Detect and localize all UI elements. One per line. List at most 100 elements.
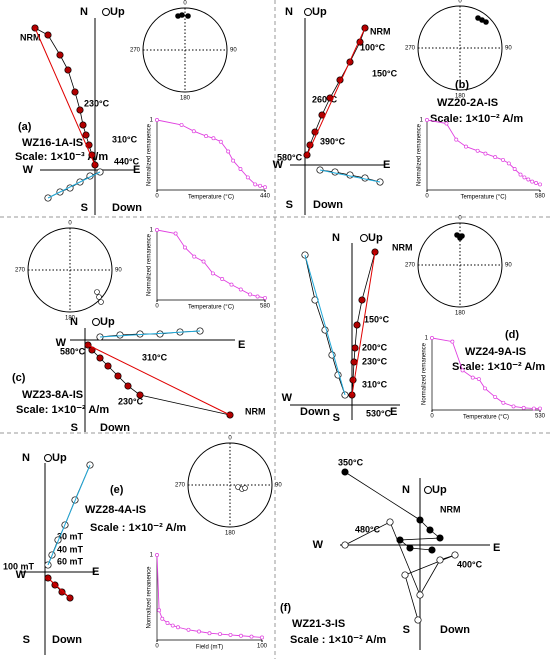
filled-point [416,516,424,524]
point [192,254,197,259]
stereo-point [242,485,248,491]
point [260,635,264,640]
point [501,157,505,162]
point [526,177,531,182]
filled-point [64,66,72,74]
label: 180 [455,94,466,100]
label: E [238,339,245,351]
y-tick-label: 1 [420,118,424,124]
label: Scale: 1×10⁻² A/m [430,113,523,125]
x-tick-label: 0 [155,304,159,310]
point [255,294,260,299]
label: W [313,539,324,551]
point [249,634,254,639]
filled-point [79,121,87,129]
fit-line [34,27,96,166]
point [534,181,539,185]
legend-open [92,318,100,326]
label: Down [112,202,142,214]
label: Scale : 1×10⁻² A/m [90,522,186,534]
filled-point [341,468,349,476]
label: 180 [455,311,466,317]
legend-open [44,454,52,462]
label: E [133,164,140,176]
label: Down [52,634,82,646]
point [506,161,511,166]
point [425,118,429,122]
label: 0 [228,436,232,442]
label: 100°C [360,42,386,52]
line [426,119,541,185]
point [176,625,180,630]
label: 200°C [362,342,388,352]
label: 90 [275,483,282,489]
point [538,182,542,187]
filled-point [104,362,112,370]
label: (a) [18,121,32,133]
label: N [80,6,88,18]
label: Down [300,406,330,418]
label: Up [432,484,447,496]
point [475,148,480,153]
y-tick-label: 1 [425,336,429,342]
label: 310°C [142,352,168,362]
filled-point [406,544,414,552]
fit-line [47,171,101,199]
filled-point [44,31,52,39]
y-tick-label: 1 [150,228,154,234]
label: 90 [230,48,237,54]
filled-point [396,536,404,544]
open-point [414,616,422,624]
point [245,175,250,180]
label: NRM [392,242,413,252]
label: 230°C [84,98,110,108]
fit-line [306,27,366,156]
point [263,185,267,190]
point [253,182,258,187]
label: 310°C [112,134,138,144]
point [521,405,526,410]
label: WZ16-1A-IS [22,137,83,149]
point [454,137,459,142]
label: 60 mT [57,556,84,566]
label: Up [52,452,67,464]
label: S [23,634,30,646]
point [450,339,455,344]
point [258,183,263,188]
point [476,377,481,381]
filled-point [124,382,132,390]
label: W [282,392,293,404]
stereo-point [98,299,104,305]
point [501,400,506,405]
y-axis-label: Normalized remanence [147,566,153,629]
point [207,631,212,636]
label: (b) [455,79,469,91]
label: W [56,337,67,349]
open-point [416,591,424,599]
open-point [436,556,444,564]
label: WZ28-4A-IS [85,504,146,516]
point [179,122,184,127]
point [493,395,498,399]
filled-point [358,296,366,304]
filled-point [114,372,122,380]
label: S [71,422,78,434]
open-point [116,331,124,339]
y-tick-label: 1 [150,118,154,124]
label: N [22,452,30,464]
x-tick-label: 100 [257,644,268,650]
label: Down [313,199,343,211]
filled-point [71,88,79,96]
fit-line [47,577,71,599]
filled-point [428,546,436,554]
point [229,282,234,287]
point [197,629,201,634]
filled-point [96,354,104,362]
x-tick-label: 0 [425,194,429,200]
legend-open [424,486,432,494]
point [248,292,253,297]
label: Down [440,624,470,636]
point [201,259,206,264]
fit-line [99,330,201,338]
point [191,129,196,134]
